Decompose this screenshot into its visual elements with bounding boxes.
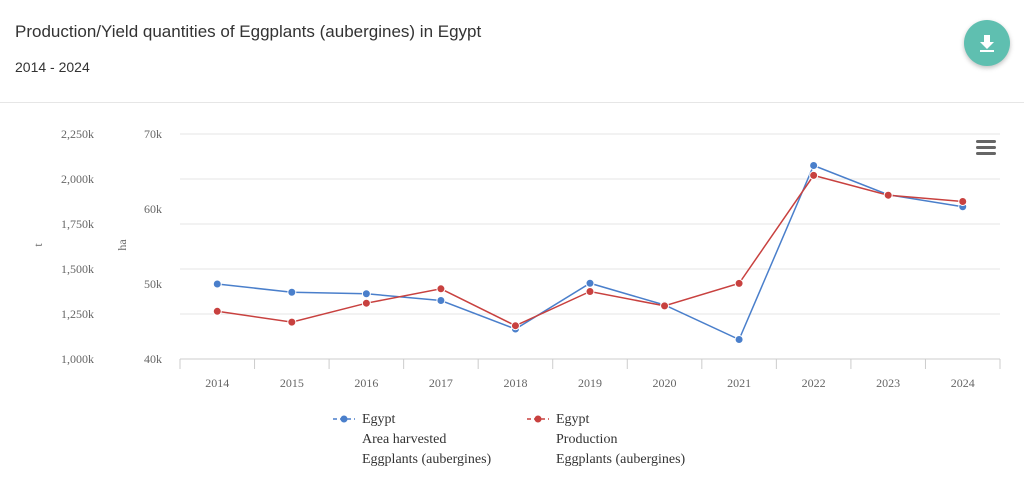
left-tick-label: 1,750k (61, 217, 94, 231)
x-tick-label: 2015 (280, 376, 304, 390)
download-icon (980, 35, 994, 52)
x-tick-label: 2021 (727, 376, 751, 390)
right-tick-label: 50k (144, 277, 162, 291)
data-point[interactable] (660, 301, 670, 311)
legend-label: Egypt (556, 412, 590, 427)
data-point[interactable] (734, 278, 744, 288)
legend-item[interactable]: Egypt Area harvested Eggplants (aubergines… (333, 412, 492, 467)
chart-title: Production/Yield quantities of Eggplants… (15, 22, 482, 41)
x-tick-label: 2018 (503, 376, 527, 390)
right-axis-ticks: 40k 50k 60k 70k (144, 127, 162, 366)
x-tick-label: 2016 (354, 376, 378, 390)
data-point[interactable] (212, 306, 222, 316)
data-point[interactable] (510, 321, 520, 331)
grid-lines (180, 133, 1000, 360)
legend: Egypt Area harvested Eggplants (aubergines… (333, 412, 686, 467)
x-tick-label: 2020 (653, 376, 677, 390)
data-point[interactable] (361, 289, 371, 299)
left-tick-label: 1,000k (61, 352, 94, 366)
data-point[interactable] (585, 287, 595, 296)
data-point[interactable] (361, 298, 371, 308)
legend-marker (534, 415, 542, 423)
data-point[interactable] (809, 161, 819, 170)
data-point[interactable] (958, 197, 968, 206)
right-tick-label: 70k (144, 127, 162, 141)
data-point[interactable] (287, 287, 297, 297)
data-point[interactable] (436, 284, 446, 294)
x-tick-label: 2024 (951, 376, 975, 390)
x-tick-label: 2023 (876, 376, 900, 390)
series-line (217, 174, 963, 327)
left-tick-label: 2,000k (61, 172, 94, 186)
data-point[interactable] (585, 278, 595, 288)
x-tick-label: 2017 (429, 376, 453, 390)
data-point[interactable] (883, 190, 893, 200)
left-tick-label: 2,250k (61, 127, 94, 141)
left-axis-ticks: 1,000k 1,250k 1,500k 1,750k 2,000k 2,250k (61, 127, 94, 366)
data-point[interactable] (809, 170, 819, 180)
legend-label: Egypt (362, 412, 396, 427)
series-layer (212, 161, 968, 344)
hamburger-menu-icon[interactable] (976, 140, 996, 155)
download-button[interactable] (964, 20, 1010, 66)
left-tick-label: 1,250k (61, 307, 94, 321)
legend-marker (340, 415, 348, 423)
legend-label: Eggplants (aubergines) (362, 452, 492, 467)
right-axis-label: ha (115, 239, 129, 251)
data-point[interactable] (436, 296, 446, 305)
chart-header: Production/Yield quantities of Eggplants… (0, 0, 1024, 103)
x-tick-label: 2014 (205, 376, 229, 390)
chart-subtitle: 2014 - 2024 (15, 59, 90, 75)
left-axis-label: t (31, 243, 45, 247)
data-point[interactable] (734, 335, 744, 344)
right-tick-label: 60k (144, 202, 162, 216)
legend-label: Eggplants (aubergines) (556, 452, 686, 467)
right-tick-label: 40k (144, 352, 162, 366)
x-axis: 2014 2015 2016 2017 2018 2019 2020 2021 2022 2023… (179, 358, 1001, 390)
legend-label: Area harvested (362, 432, 446, 447)
left-tick-label: 1,500k (61, 262, 94, 276)
data-point[interactable] (212, 279, 222, 289)
legend-label: Production (556, 432, 617, 447)
legend-item[interactable]: Egypt Production Eggplants (aubergines) (527, 412, 686, 467)
line-chart: 1,000k 1,250k 1,500k 1,750k 2,000k 2,250k 40k… (31, 127, 1001, 467)
x-tick-label: 2022 (802, 376, 826, 390)
data-point[interactable] (287, 317, 297, 327)
x-tick-label: 2019 (578, 376, 602, 390)
